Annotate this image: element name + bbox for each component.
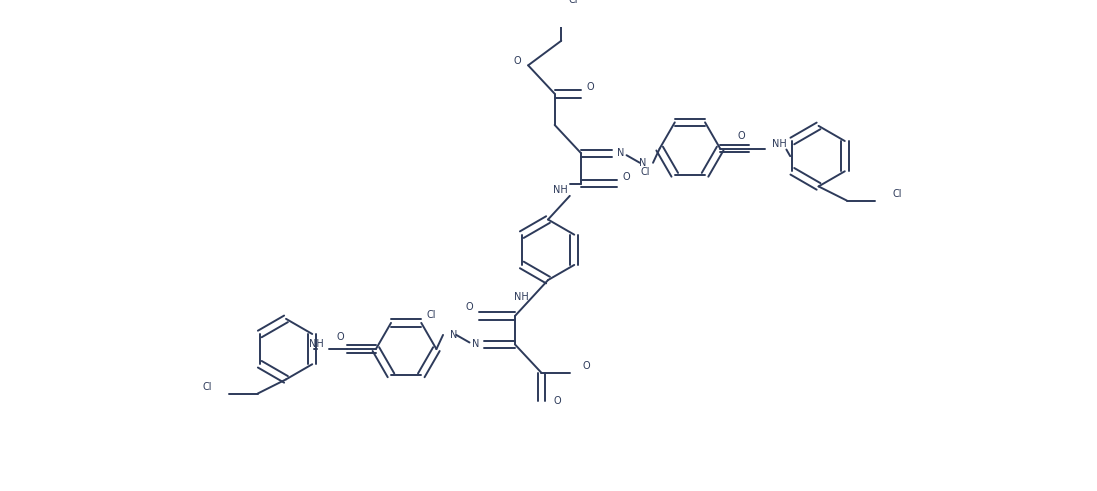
Text: O: O: [583, 361, 590, 371]
Text: N: N: [472, 339, 479, 350]
Text: Cl: Cl: [641, 167, 651, 177]
Text: O: O: [587, 82, 595, 92]
Text: Cl: Cl: [426, 310, 436, 320]
Text: NH: NH: [514, 292, 529, 302]
Text: O: O: [623, 172, 631, 182]
Text: NH: NH: [553, 185, 568, 195]
Text: O: O: [554, 396, 562, 406]
Text: O: O: [466, 301, 473, 312]
Text: N: N: [618, 148, 624, 158]
Text: N: N: [638, 158, 646, 168]
Text: Cl: Cl: [569, 0, 578, 5]
Text: NH: NH: [772, 139, 787, 149]
Text: Cl: Cl: [892, 189, 902, 199]
Text: NH: NH: [309, 339, 324, 350]
Text: Cl: Cl: [203, 382, 212, 392]
Text: O: O: [336, 332, 343, 342]
Text: N: N: [450, 330, 457, 340]
Text: O: O: [737, 131, 745, 141]
Text: O: O: [513, 55, 521, 66]
